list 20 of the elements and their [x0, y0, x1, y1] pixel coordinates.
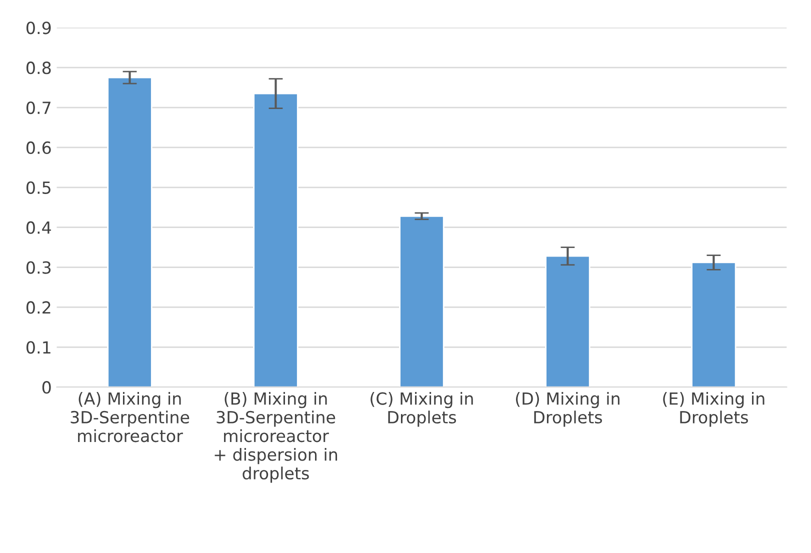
x-tick-label: (B) Mixing in 3D-Serpentine microreactor + dispersion in droplets [214, 392, 338, 483]
x-tick-label: (A) Mixing in 3D-Serpentine microreactor [70, 392, 190, 442]
y-tick-label: 0.8 [26, 62, 51, 74]
y-tick-label: 0.1 [26, 341, 50, 354]
y-tick-label: 0.4 [26, 221, 51, 234]
y-tick-label: 0 [42, 381, 51, 394]
bar [107, 76, 152, 388]
x-tick-label: (E) Mixing in Droplets [663, 392, 764, 427]
y-tick-label: 0.9 [26, 22, 51, 34]
bar [399, 215, 444, 388]
y-tick-label: 0.3 [26, 261, 51, 274]
y-tick-label: 0.7 [26, 101, 50, 114]
y-tick-label: 0.2 [26, 301, 50, 314]
bar [691, 262, 736, 388]
x-tick-label: (D) Mixing in Droplets [516, 392, 620, 427]
bar [253, 92, 298, 388]
x-tick-label: (C) Mixing in Droplets [370, 392, 473, 427]
bar [545, 255, 590, 388]
y-tick-label: 0.6 [26, 141, 51, 154]
y-tick-label: 0.5 [26, 181, 50, 194]
